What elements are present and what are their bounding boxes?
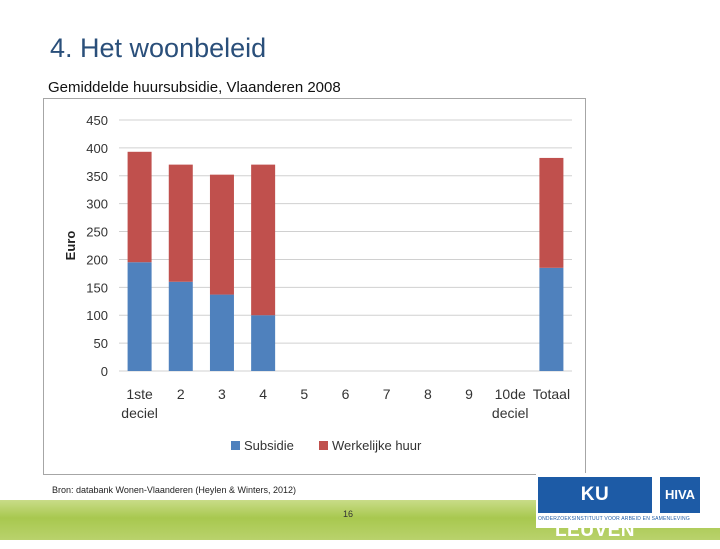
y-tick-label: 300 [86,197,108,212]
bar-subsidie [539,267,564,371]
x-tick-label: 5 [300,386,308,402]
y-tick-label: 200 [86,252,108,267]
x-tick-label: 8 [424,386,432,402]
y-tick-label: 450 [86,113,108,128]
x-tick-label: 9 [465,386,473,402]
x-tick-label: 1ste [126,386,153,402]
hiva-logo: HIVA [660,477,700,513]
x-tick-label: 7 [383,386,391,402]
bar-subsidie [127,262,152,371]
y-tick-label: 350 [86,169,108,184]
slide-title: 4. Het woonbeleid [50,33,267,63]
bar-werkelijke-huur [539,157,564,268]
y-tick-label: 150 [86,280,108,295]
x-tick-label: deciel [492,405,529,421]
bar-subsidie [251,315,276,371]
bar-subsidie [209,294,234,371]
legend-label: Werkelijke huur [332,438,422,453]
y-tick-label: 50 [94,336,108,351]
y-tick-label: 250 [86,225,108,240]
x-tick-label: 6 [342,386,350,402]
x-tick-label: 2 [177,386,185,402]
chart-subtitle: Gemiddelde huursubsidie, Vlaanderen 2008 [48,79,341,96]
logo-area: KU LEUVEN HIVA ONDERZOEKSINSTITUUT VOOR … [536,473,720,541]
y-axis-label: Euro [63,231,78,261]
x-tick-label: 3 [218,386,226,402]
logo-tagline: ONDERZOEKSINSTITUUT VOOR ARBEID EN SAMEN… [538,516,690,522]
bar-werkelijke-huur [209,174,234,295]
bar-werkelijke-huur [251,164,276,316]
legend-swatch [319,441,328,450]
page-number: 16 [342,509,353,519]
x-tick-label: Totaal [533,386,570,402]
ku-leuven-logo: KU LEUVEN [538,477,652,541]
y-tick-label: 400 [86,141,108,156]
y-tick-label: 100 [86,308,108,323]
x-tick-label: 10de [495,386,526,402]
bar-werkelijke-huur [127,151,152,263]
legend-label: Subsidie [244,438,294,453]
stacked-bar-chart: 0 50 100 150 200 250 300 350 400 450 Euro 1ste decie… [63,113,572,453]
x-tick-label: deciel [121,405,158,421]
legend-swatch [231,441,240,450]
y-tick-label: 0 [101,364,108,379]
chart-frame: 0 50 100 150 200 250 300 350 400 450 Euro 1ste decie… [43,98,586,475]
x-tick-label: 4 [259,386,267,402]
bar-subsidie [168,281,193,371]
source-note: Bron: databank Wonen-Vlaanderen (Heylen … [52,485,296,495]
bar-werkelijke-huur [168,164,193,282]
